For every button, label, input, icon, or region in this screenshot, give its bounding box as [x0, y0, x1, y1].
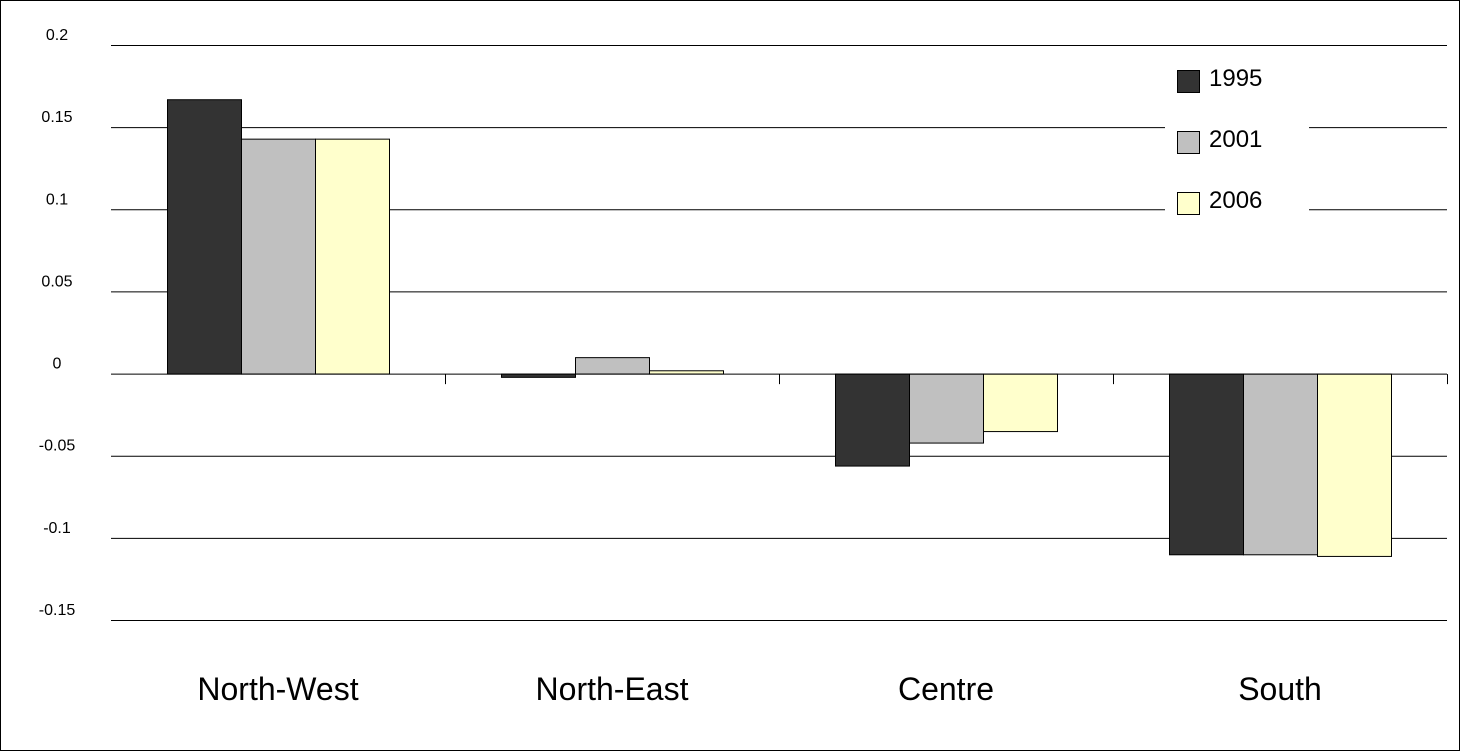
bar-2001-south	[1243, 373, 1318, 556]
y-tick-label: 0.1	[46, 191, 68, 208]
legend-label: 1995	[1209, 65, 1262, 92]
category-label: Centre	[898, 671, 994, 707]
y-tick-label: -0.05	[39, 438, 76, 455]
y-tick-label: -0.1	[43, 520, 71, 537]
bar-1995-south	[1169, 373, 1244, 556]
bar-2001-centre	[909, 373, 984, 444]
category-label: North-West	[197, 671, 358, 707]
y-tick-label: 0.2	[46, 27, 68, 44]
bar-2001-north-west	[241, 138, 316, 375]
bar-2006-south	[1317, 373, 1392, 557]
bar-2006-north-west	[315, 138, 390, 375]
y-tick-label: 0	[53, 356, 62, 373]
y-tick-label: 0.15	[41, 109, 72, 126]
y-tick-label: 0.05	[41, 273, 72, 290]
y-tick-label: -0.15	[39, 602, 76, 619]
bar-1995-centre	[835, 373, 910, 467]
bar-2006-centre	[983, 373, 1058, 433]
category-label: North-East	[536, 671, 689, 707]
bar-2001-north-east	[575, 357, 650, 375]
legend-label: 2006	[1209, 187, 1262, 214]
legend-swatch	[1177, 70, 1200, 93]
legend-label: 2001	[1209, 126, 1262, 153]
legend-swatch	[1177, 131, 1200, 154]
legend-swatch	[1177, 192, 1200, 215]
bar-1995-north-west	[167, 99, 242, 375]
category-label: South	[1238, 671, 1322, 707]
